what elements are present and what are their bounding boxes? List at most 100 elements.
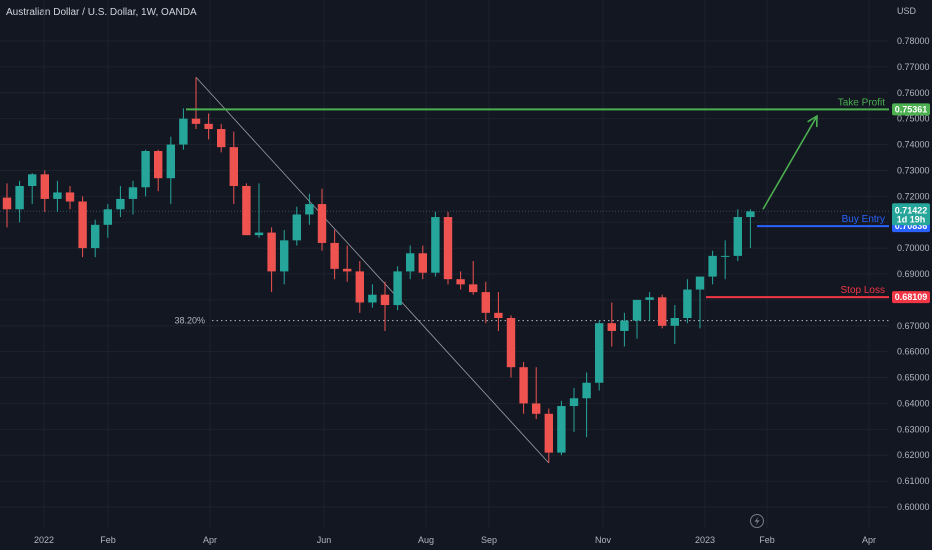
candle[interactable] [128,180,138,215]
candle[interactable] [393,266,402,311]
candle[interactable] [191,77,201,130]
candle[interactable] [443,211,453,285]
candle-body [116,198,125,210]
candle[interactable] [292,206,301,246]
candle-body [78,201,87,249]
fib-382-label: 38.20% [174,316,205,326]
candle-body [456,279,465,285]
candle[interactable] [116,185,125,218]
candle-body [733,217,742,256]
candle[interactable] [368,284,377,308]
candle[interactable] [343,245,352,282]
candle[interactable] [65,185,75,210]
level-stop-loss[interactable]: Stop Loss [706,285,889,299]
candle[interactable] [406,245,415,280]
candle[interactable] [632,299,642,339]
candle[interactable] [557,400,566,456]
candle[interactable] [481,281,490,324]
candle[interactable] [40,170,49,212]
x-tick-label: Apr [203,535,217,545]
candle[interactable] [217,123,226,153]
candle[interactable] [431,211,440,277]
y-tick-label: 0.62000 [897,450,930,460]
candle[interactable] [242,183,251,236]
candle[interactable] [418,245,427,280]
candle[interactable] [28,173,37,205]
lightning-icon[interactable] [750,514,764,528]
level-buy-entry[interactable]: Buy Entry [757,214,889,228]
candle[interactable] [2,183,12,228]
candle[interactable] [607,302,616,347]
candle[interactable] [15,180,24,223]
candle-body [242,185,251,236]
y-tick-label: 0.61000 [897,476,930,486]
candle-body [305,204,314,215]
candle[interactable] [267,227,276,293]
x-tick-label: Jun [317,535,332,545]
price-axis[interactable]: USD 0.780000.770000.760000.750000.740000… [889,0,932,528]
candle[interactable] [166,136,175,205]
candle[interactable] [229,131,238,205]
candle[interactable] [670,305,679,344]
candle[interactable] [456,271,465,290]
candle[interactable] [91,219,100,258]
candle[interactable] [330,229,339,280]
candle[interactable] [355,261,364,313]
candle-body [746,211,755,218]
candle-body [292,214,301,241]
candle-body [569,398,579,407]
candle[interactable] [733,209,742,262]
candle-body [330,242,339,269]
candle[interactable] [532,367,541,419]
candle[interactable] [53,180,62,212]
candle[interactable] [708,250,717,285]
candle[interactable] [544,408,553,463]
candle[interactable] [695,276,705,329]
candle-body [65,192,75,202]
candle-body [544,413,553,453]
y-tick-label: 0.63000 [897,424,930,434]
candle[interactable] [154,149,163,192]
candle[interactable] [683,279,692,324]
candle[interactable] [254,183,264,238]
candle[interactable] [78,196,87,258]
level-take-profit[interactable]: Take Profit [186,97,889,111]
trend-line[interactable] [195,76,550,464]
candle[interactable] [305,193,314,225]
candle[interactable] [721,240,730,280]
time-axis[interactable]: 2022 Feb Apr Jun Aug Sep Nov 2023 Feb Apr [0,528,932,550]
candle[interactable] [141,149,150,197]
candle[interactable] [569,387,579,432]
candle[interactable] [519,362,528,414]
candle-body [582,382,591,399]
candle[interactable] [103,204,112,238]
candle[interactable] [506,315,516,378]
candle-body [15,185,24,210]
candle[interactable] [595,320,604,391]
candle[interactable] [582,372,591,438]
candle[interactable] [645,292,654,321]
y-tick-label: 0.67000 [897,321,930,331]
candle[interactable] [179,108,188,150]
candle-body [708,255,717,277]
candle-body [557,406,566,453]
candle[interactable] [658,294,667,329]
candle[interactable] [469,261,478,295]
candle[interactable] [494,292,503,331]
candle-body [217,129,226,148]
candle-body [128,187,138,199]
candle[interactable] [620,312,629,347]
candle[interactable] [380,281,390,331]
target-arrow[interactable] [762,114,818,210]
chart-title: Australian Dollar / U.S. Dollar, 1W, OAN… [6,7,197,18]
y-tick-label: 0.64000 [897,398,930,408]
y-tick-label: 0.73000 [897,165,930,175]
candle[interactable] [317,188,327,251]
candle[interactable] [746,209,755,249]
x-tick-label: 2022 [34,535,54,545]
candle-body [28,174,37,186]
y-tick-label: 0.60000 [897,502,930,512]
candle[interactable] [280,229,289,285]
candle[interactable] [204,113,213,140]
